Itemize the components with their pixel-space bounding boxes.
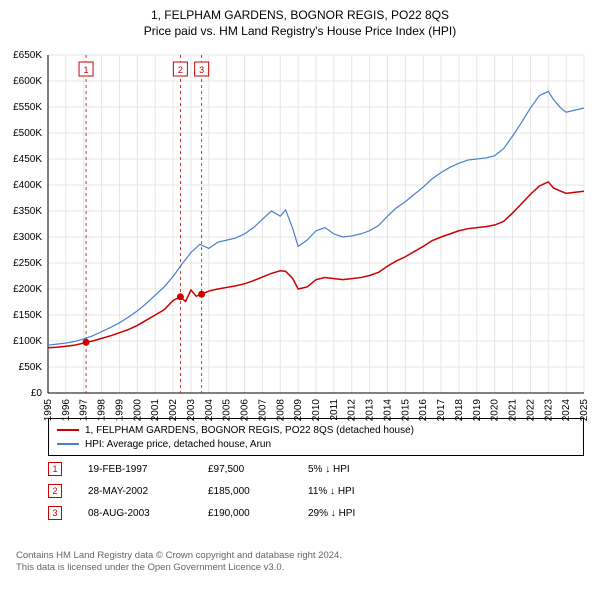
y-axis-label: £300K	[13, 232, 42, 243]
event-row-marker: 2	[48, 484, 62, 498]
legend-item: 1, FELPHAM GARDENS, BOGNOR REGIS, PO22 8…	[57, 423, 575, 437]
event-price: £190,000	[208, 508, 308, 519]
event-delta: 5% ↓ HPI	[308, 464, 428, 475]
legend-swatch	[57, 429, 79, 431]
legend: 1, FELPHAM GARDENS, BOGNOR REGIS, PO22 8…	[48, 418, 584, 456]
legend-label: HPI: Average price, detached house, Arun	[85, 439, 271, 450]
event-date: 08-AUG-2003	[88, 508, 208, 519]
legend-swatch	[57, 443, 79, 445]
event-marker-label: 1	[84, 65, 89, 75]
event-date: 19-FEB-1997	[88, 464, 208, 475]
y-axis-label: £250K	[13, 258, 42, 269]
event-row: 3 08-AUG-2003£190,00029% ↓ HPI	[48, 502, 428, 524]
y-axis-label: £500K	[13, 128, 42, 139]
y-axis-label: £0	[31, 388, 43, 399]
y-axis-label: £350K	[13, 206, 42, 217]
footer-line-2: This data is licensed under the Open Gov…	[16, 562, 342, 574]
y-axis-label: £400K	[13, 180, 42, 191]
footer-text: Contains HM Land Registry data © Crown c…	[16, 550, 342, 575]
y-axis-label: £150K	[13, 310, 42, 321]
y-axis-label: £100K	[13, 336, 42, 347]
event-delta: 11% ↓ HPI	[308, 486, 428, 497]
event-table: 1 19-FEB-1997£97,5005% ↓ HPI 2 28-MAY-2002£…	[48, 458, 428, 524]
event-price: £185,000	[208, 486, 308, 497]
event-marker-label: 2	[178, 65, 183, 75]
y-axis-label: £650K	[13, 50, 42, 61]
event-row-marker: 3	[48, 506, 62, 520]
y-axis-label: £600K	[13, 76, 42, 87]
legend-item: HPI: Average price, detached house, Arun	[57, 437, 575, 451]
y-axis-label: £50K	[19, 362, 43, 373]
y-axis-label: £200K	[13, 284, 42, 295]
event-marker-label: 3	[199, 65, 204, 75]
event-row: 2 28-MAY-2002£185,00011% ↓ HPI	[48, 480, 428, 502]
legend-label: 1, FELPHAM GARDENS, BOGNOR REGIS, PO22 8…	[85, 425, 414, 436]
event-delta: 29% ↓ HPI	[308, 508, 428, 519]
y-axis-label: £450K	[13, 154, 42, 165]
y-axis-label: £550K	[13, 102, 42, 113]
event-row: 1 19-FEB-1997£97,5005% ↓ HPI	[48, 458, 428, 480]
event-date: 28-MAY-2002	[88, 486, 208, 497]
footer-line-1: Contains HM Land Registry data © Crown c…	[16, 550, 342, 562]
event-row-marker: 1	[48, 462, 62, 476]
event-price: £97,500	[208, 464, 308, 475]
